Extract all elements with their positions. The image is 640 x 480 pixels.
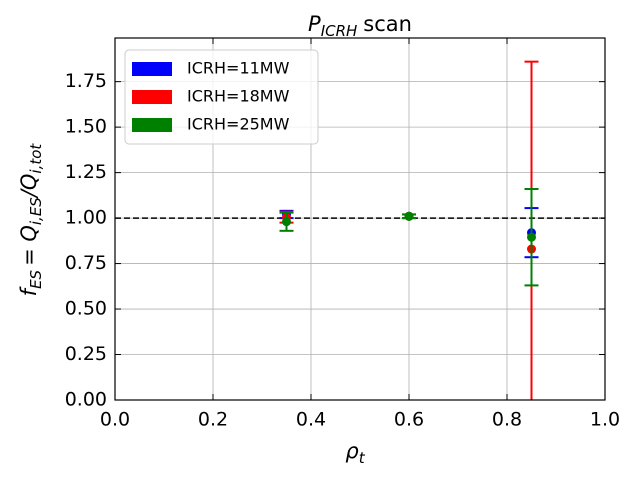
y-label-part: f <box>17 285 41 296</box>
x-axis-label: ρt <box>345 439 365 467</box>
legend-label: ICRH=25MW <box>187 115 290 134</box>
y-label-part: /Q <box>17 174 41 200</box>
x-tick-label: 0.4 <box>296 409 326 431</box>
error-bar <box>524 187 539 287</box>
y-tick-label: 0.00 <box>65 389 107 411</box>
legend-label: ICRH=18MW <box>187 87 290 106</box>
data-point <box>404 211 414 221</box>
y-label-part: = Q <box>17 225 41 266</box>
y-tick-label: 1.75 <box>65 70 107 92</box>
title-text: scan <box>363 12 412 36</box>
data-point <box>527 232 536 242</box>
y-tick-label: 1.50 <box>65 116 107 138</box>
legend-swatch <box>132 62 172 76</box>
x-label-subscript: t <box>359 449 366 467</box>
legend-box <box>124 49 319 145</box>
x-tick-label: 0.2 <box>198 409 228 431</box>
y-tick-label: 0.25 <box>65 343 107 365</box>
y-axis-label: fES = Qi,ES/Qi,tot <box>17 143 45 297</box>
data-point <box>282 217 291 227</box>
error-bar <box>402 211 416 221</box>
legend-swatch <box>132 118 172 132</box>
title-symbol: P <box>308 12 321 36</box>
legend-swatch <box>132 90 172 104</box>
x-tick-label: 0.8 <box>492 409 522 431</box>
x-label-symbol: ρ <box>345 439 359 463</box>
y-label-part: i,ES <box>27 197 45 225</box>
x-tick-label: 0.6 <box>394 409 424 431</box>
legend-label: ICRH=11MW <box>187 59 290 78</box>
y-tick-label: 1.25 <box>65 161 107 183</box>
y-tick-label: 0.75 <box>65 252 107 274</box>
y-tick-label: 1.00 <box>65 207 107 229</box>
x-tick-label: 0.0 <box>100 409 130 431</box>
chart-title: PICRH scan <box>308 12 412 40</box>
y-tick-label: 0.50 <box>65 298 107 320</box>
x-tick-label: 1.0 <box>590 409 620 431</box>
error-bar <box>279 211 294 232</box>
plot-frame <box>114 37 606 401</box>
title-subscript: ICRH <box>321 22 358 40</box>
y-label-part: ES <box>27 269 45 288</box>
y-label-part: i,tot <box>27 143 45 174</box>
